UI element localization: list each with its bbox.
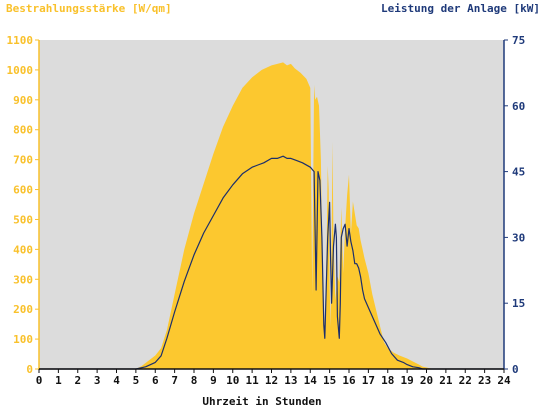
x-tick-label: 3 [94,374,101,387]
left-tick-label: 900 [13,94,33,107]
x-axis-title: Uhrzeit in Stunden [202,395,321,408]
right-tick-label: 75 [512,34,525,47]
left-tick-label: 800 [13,124,33,137]
x-tick-label: 0 [36,374,43,387]
x-tick-label: 8 [191,374,198,387]
x-tick-label: 1 [55,374,62,387]
left-tick-label: 600 [13,184,33,197]
x-tick-label: 12 [265,374,278,387]
left-tick-label: 200 [13,303,33,316]
left-tick-label: 0 [26,363,33,376]
left-tick-label: 700 [13,154,33,167]
left-tick-label: 1000 [7,64,34,77]
left-tick-label: 400 [13,243,33,256]
left-tick-label: 300 [13,273,33,286]
x-tick-label: 22 [459,374,472,387]
x-tick-label: 15 [323,374,336,387]
right-tick-label: 60 [512,100,525,113]
x-tick-label: 17 [362,374,375,387]
x-tick-label: 9 [210,374,217,387]
right-tick-label: 30 [512,231,525,244]
axes [35,39,508,373]
x-tick-label: 21 [439,374,453,387]
data-marks [39,62,504,370]
x-tick-label: 7 [171,374,178,387]
x-tick-label: 5 [133,374,140,387]
x-tick-label: 13 [284,374,297,387]
power-line [39,155,504,370]
left-tick-label: 100 [13,333,33,346]
right-axis-title: Leistung der Anlage [kW] [381,2,540,15]
x-tick-label: 16 [342,374,356,387]
right-tick-label: 15 [512,297,525,310]
tick-labels: 0100200300400500600700800900100011000153… [7,34,526,387]
x-tick-label: 18 [381,374,394,387]
x-tick-label: 14 [304,374,318,387]
left-tick-label: 1100 [7,34,34,47]
right-tick-label: 0 [512,363,519,376]
x-tick-label: 2 [74,374,81,387]
x-tick-label: 6 [152,374,159,387]
x-tick-label: 4 [113,374,120,387]
left-tick-label: 500 [13,213,33,226]
x-tick-label: 19 [401,374,414,387]
x-tick-label: 23 [478,374,491,387]
left-axis-title: Bestrahlungsstärke [W/qm] [6,2,172,15]
x-tick-label: 11 [246,374,260,387]
x-tick-label: 24 [497,374,511,387]
right-tick-label: 45 [512,166,525,179]
x-tick-label: 10 [226,374,239,387]
irradiance-area [39,62,504,370]
x-tick-label: 20 [420,374,433,387]
